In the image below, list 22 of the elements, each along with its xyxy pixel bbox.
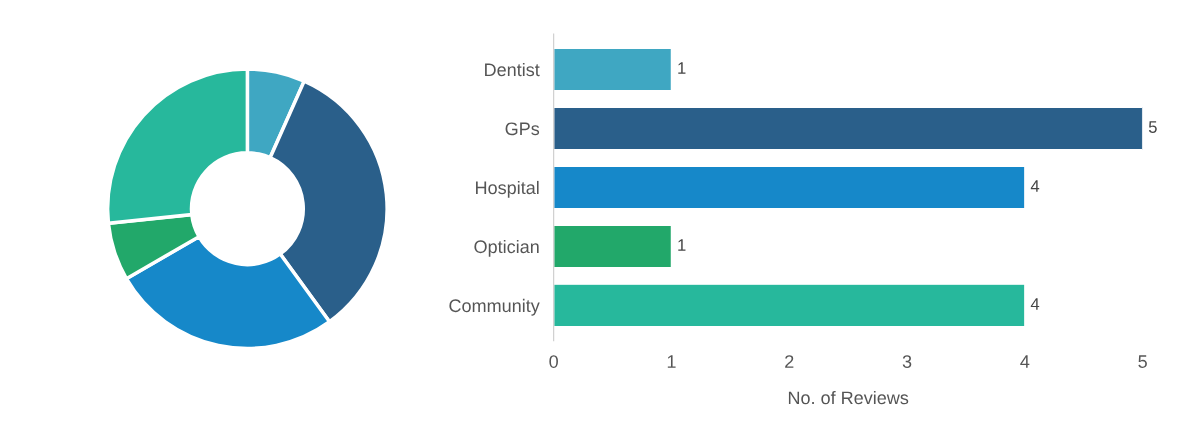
x-tick-label: 4 <box>1020 355 1030 368</box>
x-tick-label: 5 <box>1138 355 1147 368</box>
y-tick-label: GPs <box>505 122 540 136</box>
x-tick-label: 3 <box>902 355 912 368</box>
x-tick-label: 0 <box>549 355 558 368</box>
bar <box>553 224 673 269</box>
x-axis-title: No. of Reviews <box>788 390 909 405</box>
bar <box>553 47 673 92</box>
bar <box>553 283 1026 328</box>
y-tick-label: Dentist <box>485 62 540 77</box>
data-label: 4 <box>1030 298 1040 310</box>
bar <box>553 165 1026 210</box>
y-tick-label: Hospital <box>476 180 539 198</box>
data-label: 1 <box>678 62 686 74</box>
data-label: 1 <box>678 239 686 251</box>
x-tick-label: 1 <box>667 355 676 368</box>
data-label: 4 <box>1030 180 1040 192</box>
y-tick-label: Community <box>449 298 540 316</box>
data-label: 5 <box>1148 121 1157 133</box>
bar <box>553 106 1143 151</box>
y-tick-label: Optician <box>474 239 539 257</box>
x-tick-label: 2 <box>785 355 794 368</box>
